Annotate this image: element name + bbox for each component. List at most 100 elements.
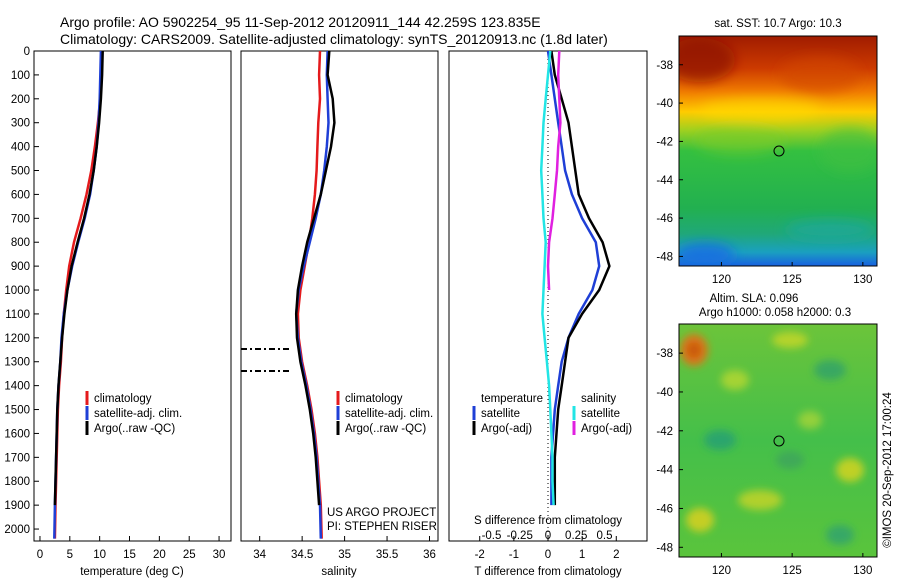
map-x-tick-label: 125 bbox=[783, 274, 802, 286]
map-y-tick-label: -40 bbox=[656, 98, 673, 110]
temperature-panel bbox=[33, 50, 232, 542]
map-x-tick-label: 125 bbox=[783, 565, 802, 577]
legend-item: Argo(-adj) bbox=[481, 423, 532, 435]
figure-subtitle: Climatology: CARS2009. Satellite-adjuste… bbox=[60, 31, 608, 47]
y-tick-label: 900 bbox=[11, 261, 30, 273]
x-tick-label: 34.5 bbox=[291, 549, 313, 561]
map-y-tick-label: -40 bbox=[656, 387, 673, 399]
y-tick-label: 0 bbox=[24, 46, 30, 58]
legend-item: climatology bbox=[94, 393, 152, 405]
sla-map-axes: 120 125 130 -38 -40 -42 -44 -46 -48 bbox=[656, 348, 872, 577]
argo-location-marker bbox=[773, 435, 785, 447]
temperature-series bbox=[53, 50, 104, 539]
y-tick-label: 1300 bbox=[4, 357, 30, 369]
salinity-difference-x-axis: -0.5-0.2500.250.5 bbox=[482, 530, 613, 542]
x-tick-label-salinity: -0.5 bbox=[482, 530, 502, 542]
y-tick-label: 1500 bbox=[4, 405, 30, 417]
sst-map-axes: 120 125 130 -38 -40 -42 -44 -46 -48 bbox=[656, 60, 872, 286]
map-y-tick-label: -38 bbox=[656, 60, 673, 72]
legend-item: satellite bbox=[581, 408, 620, 420]
y-tick-label: 1200 bbox=[4, 333, 30, 345]
y-tick-label: 1400 bbox=[4, 381, 30, 393]
map-y-tick-label: -42 bbox=[656, 136, 673, 148]
x-tick-label-salinity: 0.25 bbox=[565, 530, 587, 542]
legend-item: Argo(..raw -QC) bbox=[94, 423, 175, 435]
map-x-tick-label: 120 bbox=[712, 565, 731, 577]
map-y-tick-label: -38 bbox=[656, 348, 673, 360]
x-tick-label: 15 bbox=[123, 549, 136, 561]
salinity-x-axis: 34 34.5 35 35.5 36 bbox=[253, 536, 436, 561]
y-tick-label: 800 bbox=[11, 237, 30, 249]
imos-timestamp: ©IMOS 20-Sep-2012 17:00:24 bbox=[882, 392, 894, 548]
x-tick-label: -2 bbox=[475, 549, 485, 561]
series-line-argo-raw-qc- bbox=[53, 50, 104, 506]
series-line-argo-adj- bbox=[550, 50, 611, 506]
legend-heading: salinity bbox=[581, 393, 616, 405]
y-tick-label: 300 bbox=[11, 118, 30, 130]
legend-heading: temperature bbox=[481, 393, 543, 405]
y-tick-label: 1700 bbox=[4, 452, 30, 464]
map-y-tick-label: -48 bbox=[656, 251, 673, 263]
legend-item: Argo(-adj) bbox=[581, 423, 632, 435]
x-tick-label: 35.5 bbox=[376, 549, 398, 561]
salinity-series bbox=[294, 50, 336, 539]
x-tick-label: 10 bbox=[93, 549, 106, 561]
x-tick-label: 0 bbox=[545, 549, 551, 561]
salinity-axis-label: salinity bbox=[321, 566, 356, 578]
y-tick-label: 1000 bbox=[4, 285, 30, 297]
salinity-legend: climatology satellite-adj. clim. Argo(..… bbox=[336, 391, 433, 435]
series-line-argo-adj- bbox=[546, 50, 562, 291]
x-tick-label: -1 bbox=[509, 549, 519, 561]
series-line-argo-raw-qc- bbox=[294, 50, 336, 506]
x-tick-label: 5 bbox=[67, 549, 73, 561]
series-line-satellite-adj-clim- bbox=[53, 50, 103, 539]
y-tick-label: 1100 bbox=[5, 309, 30, 321]
y-tick-label: 500 bbox=[11, 166, 30, 178]
y-tick-label: 2000 bbox=[4, 524, 30, 536]
difference-x-axis: -2 -1 0 1 2 bbox=[475, 536, 619, 561]
temperature-x-axis: 0 5 10 15 20 25 30 bbox=[37, 536, 226, 561]
sla-map-frame bbox=[678, 323, 878, 558]
sla-map-subtitle: Argo h1000: 0.058 h2000: 0.3 bbox=[699, 307, 851, 319]
map-y-tick-label: -44 bbox=[656, 465, 673, 477]
difference-legend-salinity: salinity satellite Argo(-adj) bbox=[572, 393, 632, 435]
legend-item: climatology bbox=[345, 393, 403, 405]
temperature-axis-label: temperature (deg C) bbox=[80, 566, 184, 578]
series-line-satellite bbox=[539, 50, 555, 506]
argo-location-marker bbox=[773, 145, 785, 157]
x-tick-label: 20 bbox=[153, 549, 166, 561]
sst-heatmap bbox=[679, 36, 877, 266]
map-x-tick-label: 120 bbox=[712, 274, 731, 286]
y-tick-label: 1600 bbox=[4, 428, 30, 440]
depth-axis: 0 100 200 300 400 500 600 700 800 900 1000 1100 1200… bbox=[4, 46, 39, 536]
x-tick-label: 0 bbox=[37, 549, 43, 561]
map-y-tick-label: -44 bbox=[656, 175, 673, 187]
map-x-tick-label: 130 bbox=[853, 565, 872, 577]
sst-map-title: sat. SST: 10.7 Argo: 10.3 bbox=[714, 18, 841, 30]
x-tick-label: 35 bbox=[338, 549, 351, 561]
map-x-tick-label: 130 bbox=[853, 274, 872, 286]
x-tick-label: 30 bbox=[213, 549, 226, 561]
x-tick-label-salinity: -0.25 bbox=[507, 530, 533, 542]
legend-item: satellite-adj. clim. bbox=[94, 408, 182, 420]
legend-item: satellite-adj. clim. bbox=[345, 408, 433, 420]
difference-series bbox=[539, 50, 611, 506]
figure-title: Argo profile: AO 5902254_95 11-Sep-2012 … bbox=[60, 14, 541, 30]
sst-map-frame bbox=[678, 35, 878, 267]
sla-map-title: Altim. SLA: 0.096 bbox=[710, 293, 799, 305]
legend-item: Argo(..raw -QC) bbox=[345, 423, 426, 435]
pi-note: PI: STEPHEN RISER bbox=[327, 521, 437, 533]
y-tick-label: 600 bbox=[11, 189, 30, 201]
y-tick-label: 400 bbox=[11, 142, 30, 154]
sla-heatmap bbox=[679, 324, 877, 557]
legend-item: satellite bbox=[481, 408, 520, 420]
t-difference-axis-label: T difference from climatology bbox=[474, 566, 621, 578]
y-tick-label: 200 bbox=[11, 94, 30, 106]
temperature-legend: climatology satellite-adj. clim. Argo(..… bbox=[85, 391, 182, 435]
x-tick-label: 34 bbox=[253, 549, 266, 561]
y-tick-label: 700 bbox=[11, 213, 30, 225]
y-tick-label: 1900 bbox=[4, 500, 30, 512]
series-line-climatology bbox=[53, 50, 104, 539]
salinity-panel bbox=[240, 50, 439, 542]
